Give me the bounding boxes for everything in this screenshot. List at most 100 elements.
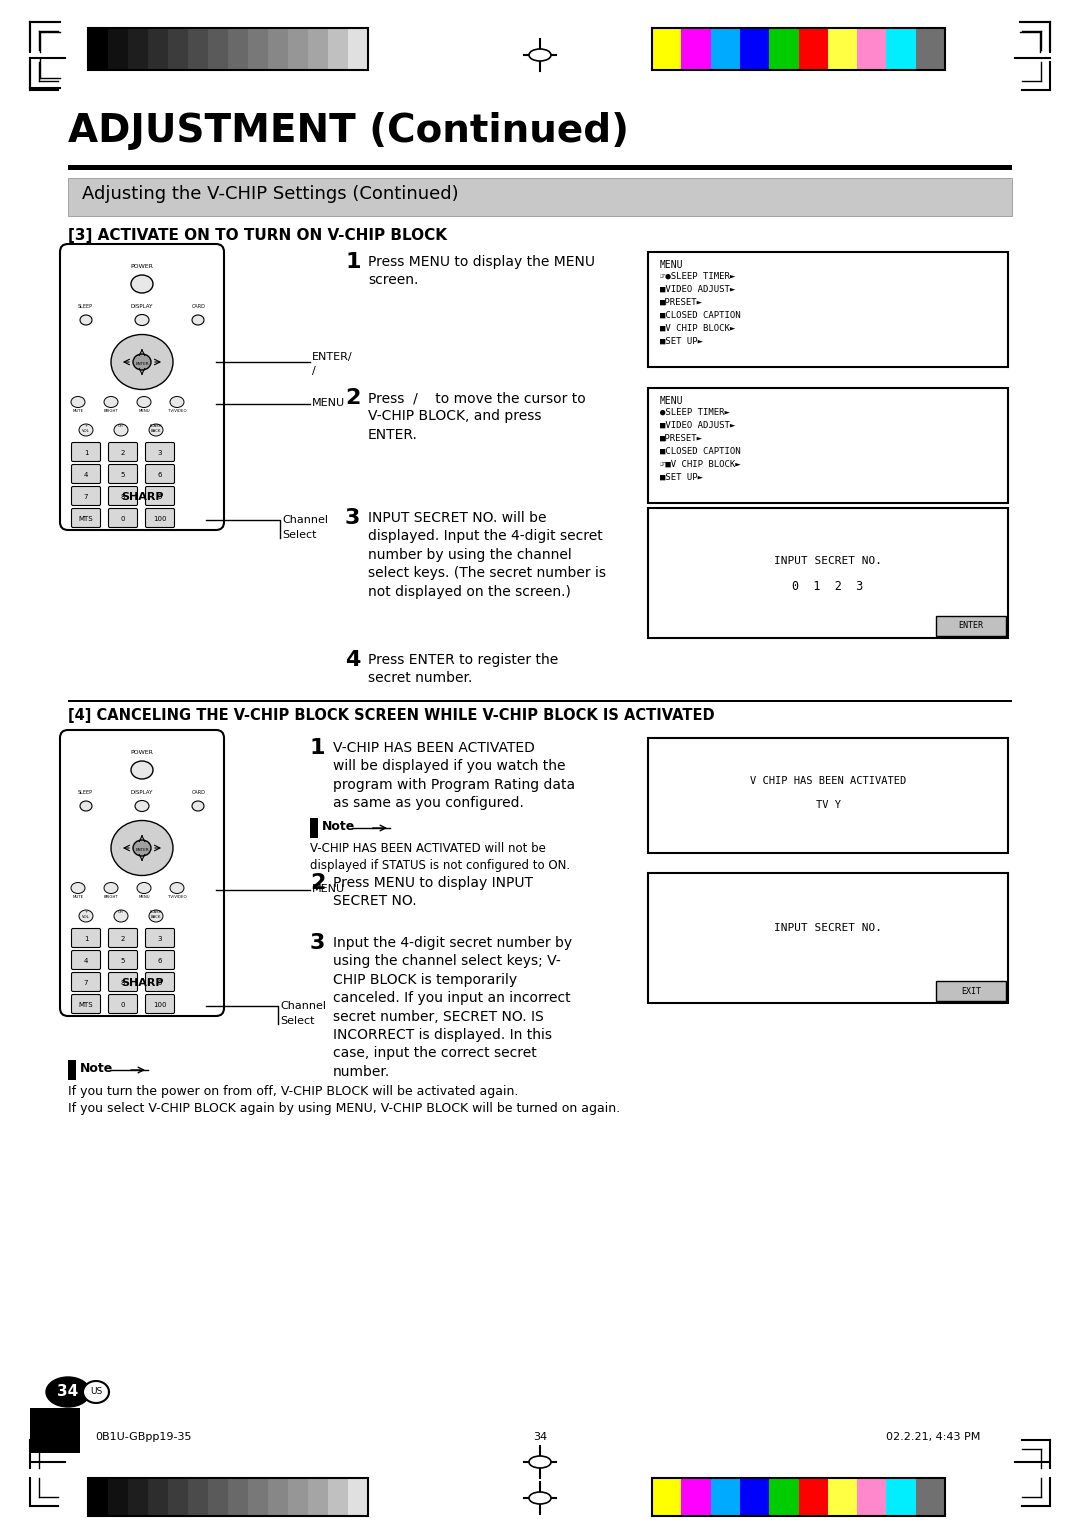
Text: 1: 1 [345,252,361,272]
Text: ■PRESET►: ■PRESET► [660,298,703,307]
Text: ■VIDEO ADJUST►: ■VIDEO ADJUST► [660,422,735,429]
Text: ENTER: ENTER [959,622,984,631]
Bar [188,28,208,70]
Text: 0: 0 [121,1002,125,1008]
Bar [68,177,1012,215]
Text: 3: 3 [158,451,162,455]
Bar [129,28,148,70]
FancyBboxPatch shape [71,443,100,461]
Bar [148,1478,168,1516]
Bar [652,1478,945,1516]
Text: 2: 2 [310,872,325,892]
Text: MTS: MTS [79,1002,93,1008]
Bar [168,1478,188,1516]
FancyBboxPatch shape [108,995,137,1013]
Text: MENU: MENU [660,396,684,406]
Ellipse shape [46,1377,90,1407]
Text: INPUT SECRET NO. will be
displayed. Input the 4-digit secret
number by using the: INPUT SECRET NO. will be displayed. Inpu… [368,510,606,599]
Text: Press MENU to display the MENU
screen.: Press MENU to display the MENU screen. [368,255,595,287]
Bar [916,1478,945,1516]
Text: TV Y: TV Y [815,801,840,810]
Bar [288,1478,308,1516]
Text: V CHIP HAS BEEN ACTIVATED: V CHIP HAS BEEN ACTIVATED [750,776,906,785]
Bar [129,1478,148,1516]
Bar [328,1478,348,1516]
FancyBboxPatch shape [146,486,175,506]
Text: 34: 34 [57,1384,79,1400]
Text: 2: 2 [121,451,125,455]
FancyBboxPatch shape [146,950,175,969]
Text: SHARP: SHARP [121,978,163,989]
FancyBboxPatch shape [71,465,100,483]
Ellipse shape [529,1456,551,1468]
FancyBboxPatch shape [71,929,100,947]
Bar [148,28,168,70]
Text: DISPLAY: DISPLAY [131,790,153,795]
Text: FLASH
BACK: FLASH BACK [150,911,162,920]
Text: Press  /    to move the cursor to
V-CHIP BLOCK, and press
ENTER.: Press / to move the cursor to V-CHIP BLO… [368,391,585,442]
Text: DISPLAY: DISPLAY [131,304,153,309]
Text: Press ENTER to register the
secret number.: Press ENTER to register the secret numbe… [368,652,558,686]
Text: 9: 9 [158,494,162,500]
Text: CH: CH [118,911,124,914]
Text: FLASH
BACK: FLASH BACK [150,423,162,434]
FancyBboxPatch shape [108,486,137,506]
FancyBboxPatch shape [60,730,224,1016]
Ellipse shape [131,275,153,293]
FancyBboxPatch shape [146,443,175,461]
Ellipse shape [133,354,151,370]
Ellipse shape [104,396,118,408]
Bar [711,28,740,70]
Bar [652,28,945,70]
FancyBboxPatch shape [71,995,100,1013]
Text: Channel: Channel [280,1001,326,1012]
Ellipse shape [149,423,163,435]
Bar [288,28,308,70]
Bar [652,1478,681,1516]
Text: ENTER: ENTER [135,362,149,367]
Bar [168,28,188,70]
FancyBboxPatch shape [146,972,175,992]
Bar [887,1478,916,1516]
Text: SLEEP: SLEEP [78,790,93,795]
FancyBboxPatch shape [60,244,224,530]
Ellipse shape [111,821,173,876]
Text: 6: 6 [158,472,162,478]
Text: 9: 9 [158,979,162,986]
Text: 2: 2 [121,937,125,941]
Text: CARD: CARD [192,790,206,795]
Text: CARD: CARD [192,304,206,309]
Text: 6: 6 [158,958,162,964]
Bar [268,28,288,70]
Text: POWER: POWER [131,264,153,269]
Bar [740,1478,769,1516]
Bar [936,981,1005,1001]
Text: ■VIDEO ADJUST►: ■VIDEO ADJUST► [660,286,735,293]
FancyBboxPatch shape [108,465,137,483]
Text: 100: 100 [153,1002,166,1008]
Text: 1: 1 [84,937,89,941]
FancyBboxPatch shape [146,509,175,527]
Text: MENU: MENU [138,895,150,898]
Bar [648,252,1008,367]
Text: If you turn the power on from off, V-CHIP BLOCK will be activated again.
If you : If you turn the power on from off, V-CHI… [68,1085,620,1115]
Bar [740,28,769,70]
Bar [827,28,858,70]
Bar [769,28,798,70]
Text: 0: 0 [121,516,125,523]
Bar [87,1478,368,1516]
Bar [308,28,328,70]
FancyBboxPatch shape [146,995,175,1013]
Text: 1: 1 [84,451,89,455]
FancyBboxPatch shape [108,509,137,527]
FancyBboxPatch shape [146,465,175,483]
Bar [858,1478,887,1516]
Bar [681,28,711,70]
Text: ■PRESET►: ■PRESET► [660,434,703,443]
Text: Channel: Channel [282,515,328,526]
Bar [648,738,1008,853]
Text: [3] ACTIVATE ON TO TURN ON V-CHIP BLOCK: [3] ACTIVATE ON TO TURN ON V-CHIP BLOCK [68,228,447,243]
Text: Adjusting the V-CHIP Settings (Continued): Adjusting the V-CHIP Settings (Continued… [82,185,459,203]
Bar [648,872,1008,1002]
Bar [348,28,368,70]
